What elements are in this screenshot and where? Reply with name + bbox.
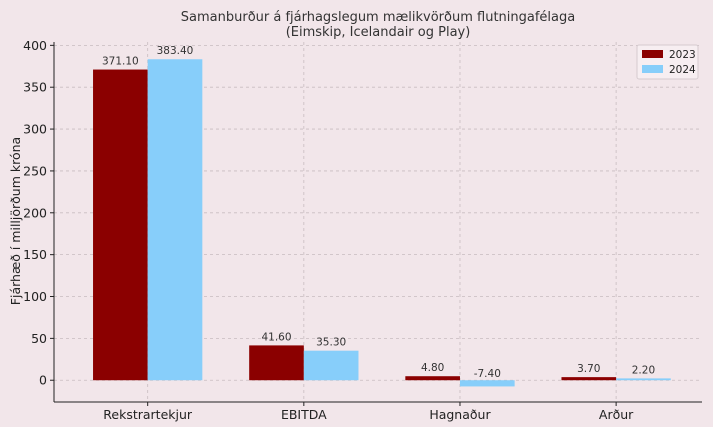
y-tick-label: 300 [23,122,47,137]
legend-swatch [642,65,663,73]
data-label: 4.80 [421,362,444,374]
y-tick-label: 0 [39,373,47,388]
x-category-label: EBITDA [281,407,327,422]
y-tick-label: 250 [23,163,47,178]
bar [147,59,203,381]
bar [93,69,148,381]
y-ticks: 0 50 100 150 200 250 300 350 400 [23,38,54,388]
data-labels: 371.10 383.40 41.60 35.30 4.80 -7.40 3.70 2.20 [102,45,655,380]
data-label: -7.40 [474,368,501,380]
y-tick-label: 400 [23,38,47,53]
y-tick-label: 100 [23,289,47,304]
chart-title: Samanburður á fjárhagslegum mælikvörðum … [181,10,575,25]
bar [405,376,460,381]
bars [93,59,671,387]
bar [459,380,515,387]
bar [561,377,617,381]
bar [303,350,359,381]
x-categories: Rekstrartekjur EBITDA Hagnaður Arður [103,402,634,422]
y-axis-label: Fjárhæð í milljörðum króna [8,137,23,305]
y-tick-label: 200 [23,205,47,220]
chart-subtitle: (Eimskip, Icelandair og Play) [286,25,471,40]
legend-label: 2023 [669,49,696,61]
legend-label: 2024 [669,64,696,76]
data-label: 41.60 [261,331,291,343]
bar [249,345,304,381]
y-tick-label: 150 [23,247,47,262]
bar [616,378,671,381]
x-category-label: Arður [599,407,634,422]
data-label: 383.40 [157,45,194,57]
data-label: 371.10 [102,56,139,68]
axes [53,42,702,403]
x-category-label: Rekstrartekjur [103,407,193,422]
legend-swatch [642,50,663,58]
data-label: 2.20 [632,364,655,376]
data-label: 35.30 [316,337,346,349]
x-category-label: Hagnaður [429,407,491,422]
y-tick-label: 50 [31,331,47,346]
data-label: 3.70 [577,363,600,375]
y-tick-label: 350 [23,80,47,95]
legend: 2023 2024 [636,44,699,80]
